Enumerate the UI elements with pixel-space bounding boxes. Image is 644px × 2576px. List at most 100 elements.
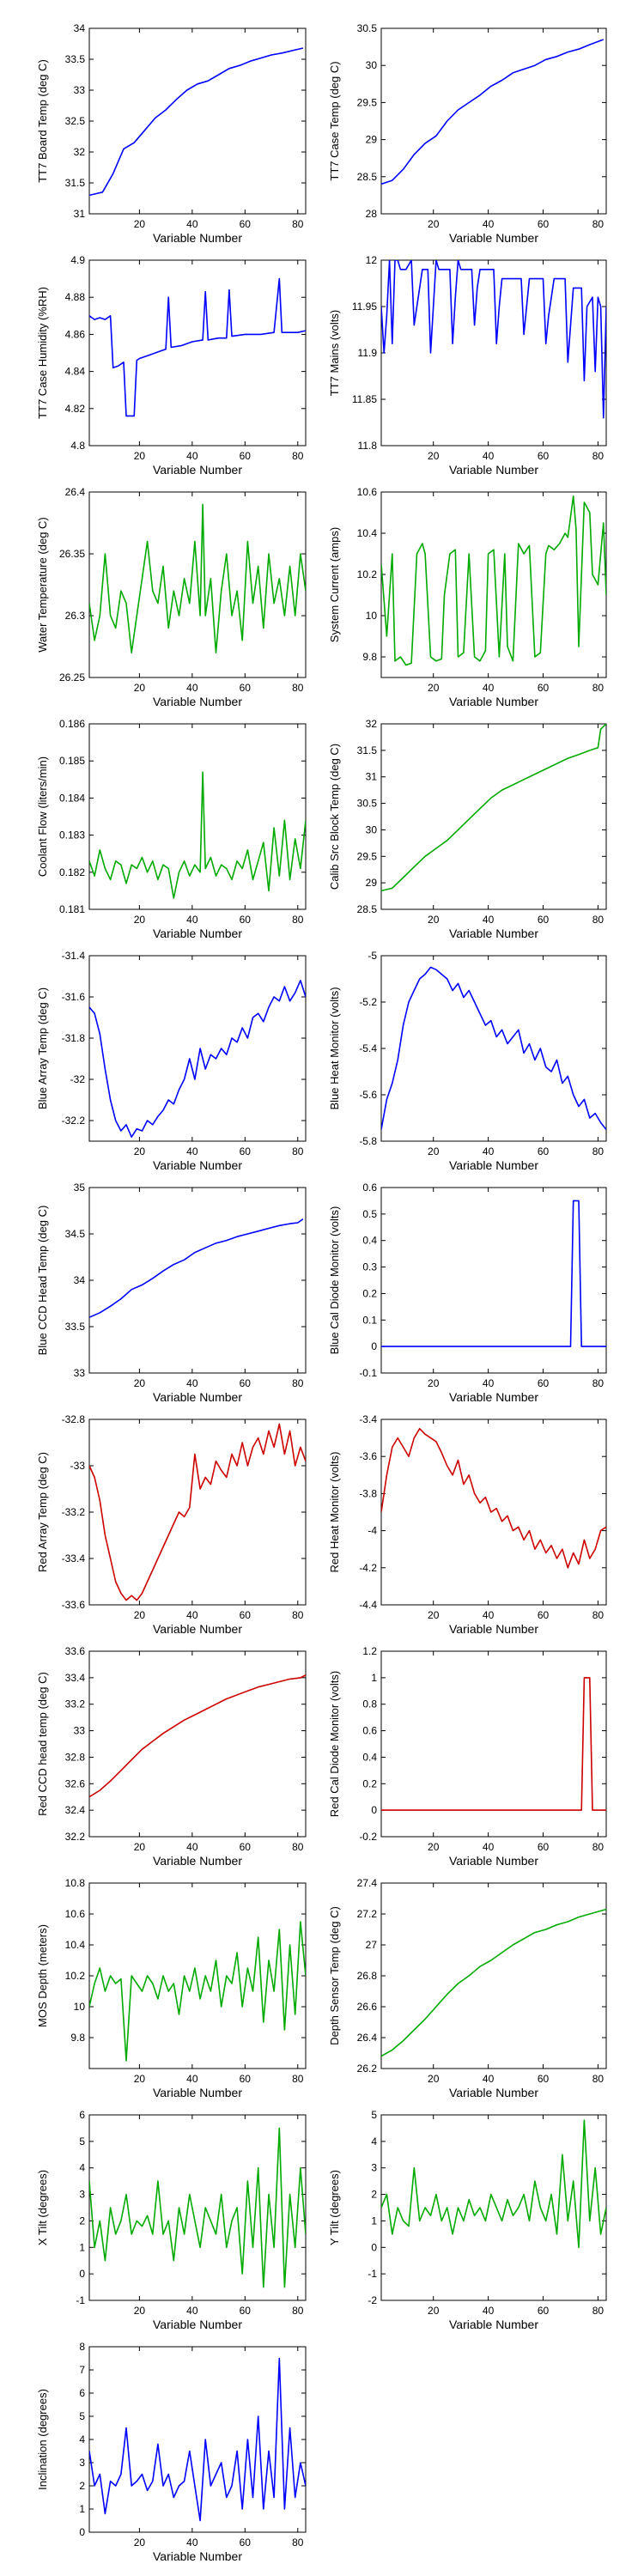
x-tick-label: 60 xyxy=(538,682,550,694)
y-axis-label: TT7 Board Temp (deg C) xyxy=(36,59,49,183)
y-tick-label: 6 xyxy=(79,2109,85,2121)
y-tick-label: 26.4 xyxy=(357,2032,378,2044)
x-tick-label: 80 xyxy=(292,1377,304,1389)
x-tick-label: 60 xyxy=(538,914,550,926)
y-tick-label: -5.2 xyxy=(359,996,377,1008)
y-tick-label: 31 xyxy=(74,208,86,220)
y-axis-label: Blue Cal Diode Monitor (volts) xyxy=(328,1206,341,1355)
y-axis-label: Blue CCD Head Temp (deg C) xyxy=(36,1206,49,1356)
chart-panel-7: 20 40 60 80 0.181 0.182 0.183 0.184 0.185 0.186 Va… xyxy=(36,718,307,940)
x-tick-label: 40 xyxy=(483,450,495,462)
y-tick-label: 1 xyxy=(79,2503,85,2515)
x-axis-label: Variable Number xyxy=(153,1390,242,1404)
x-axis-label: Variable Number xyxy=(449,231,538,245)
y-tick-label: -3.6 xyxy=(359,1450,377,1462)
x-axis-label: Variable Number xyxy=(153,1158,242,1172)
x-tick-label: 40 xyxy=(186,1377,198,1389)
x-tick-label: 20 xyxy=(134,1377,146,1389)
y-tick-label: -32.2 xyxy=(62,1115,86,1127)
y-tick-label: 33.5 xyxy=(65,53,86,65)
y-axis-label: TT7 Case Humidity (%RH) xyxy=(36,287,49,419)
y-tick-label: 4.88 xyxy=(65,291,86,303)
x-tick-label: 60 xyxy=(240,450,252,462)
y-tick-label: 0.8 xyxy=(362,1698,377,1710)
y-tick-label: 32.8 xyxy=(65,1751,86,1763)
x-tick-label: 20 xyxy=(134,2537,146,2549)
y-tick-label: 0.184 xyxy=(59,792,85,804)
x-tick-label: 80 xyxy=(292,2305,304,2317)
plot-frame xyxy=(380,27,607,215)
x-tick-label: 80 xyxy=(292,2537,304,2549)
x-tick-label: 40 xyxy=(483,914,495,926)
x-tick-label: 60 xyxy=(240,682,252,694)
y-tick-label: 32 xyxy=(366,718,378,730)
y-axis-label: System Current (amps) xyxy=(328,527,341,642)
x-tick-label: 20 xyxy=(134,218,146,230)
y-tick-label: 10.6 xyxy=(357,486,378,498)
y-tick-label: 4.84 xyxy=(65,366,86,378)
plot-frame xyxy=(380,1187,607,1374)
x-axis-label: Variable Number xyxy=(153,1854,242,1868)
y-axis-label: TT7 Mains (volts) xyxy=(328,310,341,396)
chart-panel-5: 20 40 60 80 26.25 26.3 26.35 26.4 Variable Numbe… xyxy=(36,486,307,708)
x-tick-label: 40 xyxy=(483,1377,495,1389)
y-tick-label: 26.8 xyxy=(357,1970,378,1982)
y-tick-label: -5.4 xyxy=(359,1042,377,1054)
y-tick-label: 2 xyxy=(371,2189,377,2201)
chart-panel-1: 20 40 60 80 31 31.5 32 32.5 33 33.5 34 Variable Num… xyxy=(36,22,307,245)
x-tick-label: 40 xyxy=(186,682,198,694)
y-tick-label: 0.182 xyxy=(59,866,85,878)
y-axis-label: Red CCD head temp (deg C) xyxy=(36,1672,49,1816)
y-tick-label: 31.5 xyxy=(65,177,86,189)
y-tick-label: 30 xyxy=(366,59,378,71)
chart-panel-9: 20 40 60 80 -32.2 -32 -31.8 -31.6 -31.4 Variable … xyxy=(36,950,307,1172)
x-axis-label: Variable Number xyxy=(153,2318,242,2331)
chart-panel-11: 20 40 60 80 33 33.5 34 34.5 35 Variable Number Blu… xyxy=(36,1182,307,1404)
y-tick-label: 6 xyxy=(79,2387,85,2399)
x-tick-label: 40 xyxy=(186,2073,198,2085)
plot-frame xyxy=(380,491,607,678)
x-tick-label: 20 xyxy=(134,1609,146,1621)
x-tick-label: 40 xyxy=(186,2537,198,2549)
y-tick-label: 28 xyxy=(366,208,378,220)
y-tick-label: -5 xyxy=(368,950,377,962)
x-tick-label: 80 xyxy=(592,1377,605,1389)
x-axis-label: Variable Number xyxy=(153,231,242,245)
x-tick-label: 80 xyxy=(292,1609,304,1621)
y-tick-label: 0.2 xyxy=(362,1287,377,1299)
y-tick-label: 4.9 xyxy=(70,254,85,266)
x-tick-label: 40 xyxy=(483,1841,495,1853)
x-tick-label: 20 xyxy=(428,1377,440,1389)
x-tick-label: 60 xyxy=(538,1145,550,1157)
y-tick-label: -33.4 xyxy=(62,1552,86,1564)
x-tick-label: 60 xyxy=(538,1841,550,1853)
y-tick-label: 33.2 xyxy=(65,1698,86,1710)
y-tick-label: 0.3 xyxy=(362,1261,377,1273)
chart-panel-6: 20 40 60 80 9.8 10 10.2 10.4 10.6 Variable Number… xyxy=(328,486,607,708)
y-axis-label: Red Array Temp (deg C) xyxy=(36,1452,49,1572)
y-tick-label: -33 xyxy=(70,1460,86,1472)
chart-panel-21: 20 40 60 80 0 1 2 3 4 5 6 7 8 Variable Number Inclinat… xyxy=(36,2341,307,2563)
x-tick-label: 80 xyxy=(592,2073,605,2085)
plot-frame xyxy=(88,1419,307,1606)
data-series-line xyxy=(89,771,306,899)
x-tick-label: 80 xyxy=(592,682,605,694)
y-tick-label: 4.86 xyxy=(65,328,86,340)
y-tick-label: 4.8 xyxy=(70,440,85,452)
y-tick-label: 33.5 xyxy=(65,1321,86,1333)
x-tick-label: 80 xyxy=(292,2073,304,2085)
data-series-line xyxy=(381,1677,606,1811)
y-tick-label: 0.183 xyxy=(59,829,85,841)
y-tick-label: 4 xyxy=(79,2162,85,2174)
data-series-line xyxy=(89,277,306,417)
y-tick-label: 30.5 xyxy=(357,798,378,810)
plot-frame xyxy=(380,2114,607,2301)
y-tick-label: 26.2 xyxy=(357,2063,378,2075)
x-tick-label: 80 xyxy=(292,218,304,230)
y-tick-label: 0 xyxy=(79,2526,85,2538)
y-tick-label: -4.4 xyxy=(359,1599,377,1611)
x-tick-label: 60 xyxy=(240,2073,252,2085)
data-series-line xyxy=(89,980,306,1138)
y-tick-label: 9.8 xyxy=(362,651,377,663)
y-axis-label: Calib Src Block Temp (deg C) xyxy=(328,744,341,890)
